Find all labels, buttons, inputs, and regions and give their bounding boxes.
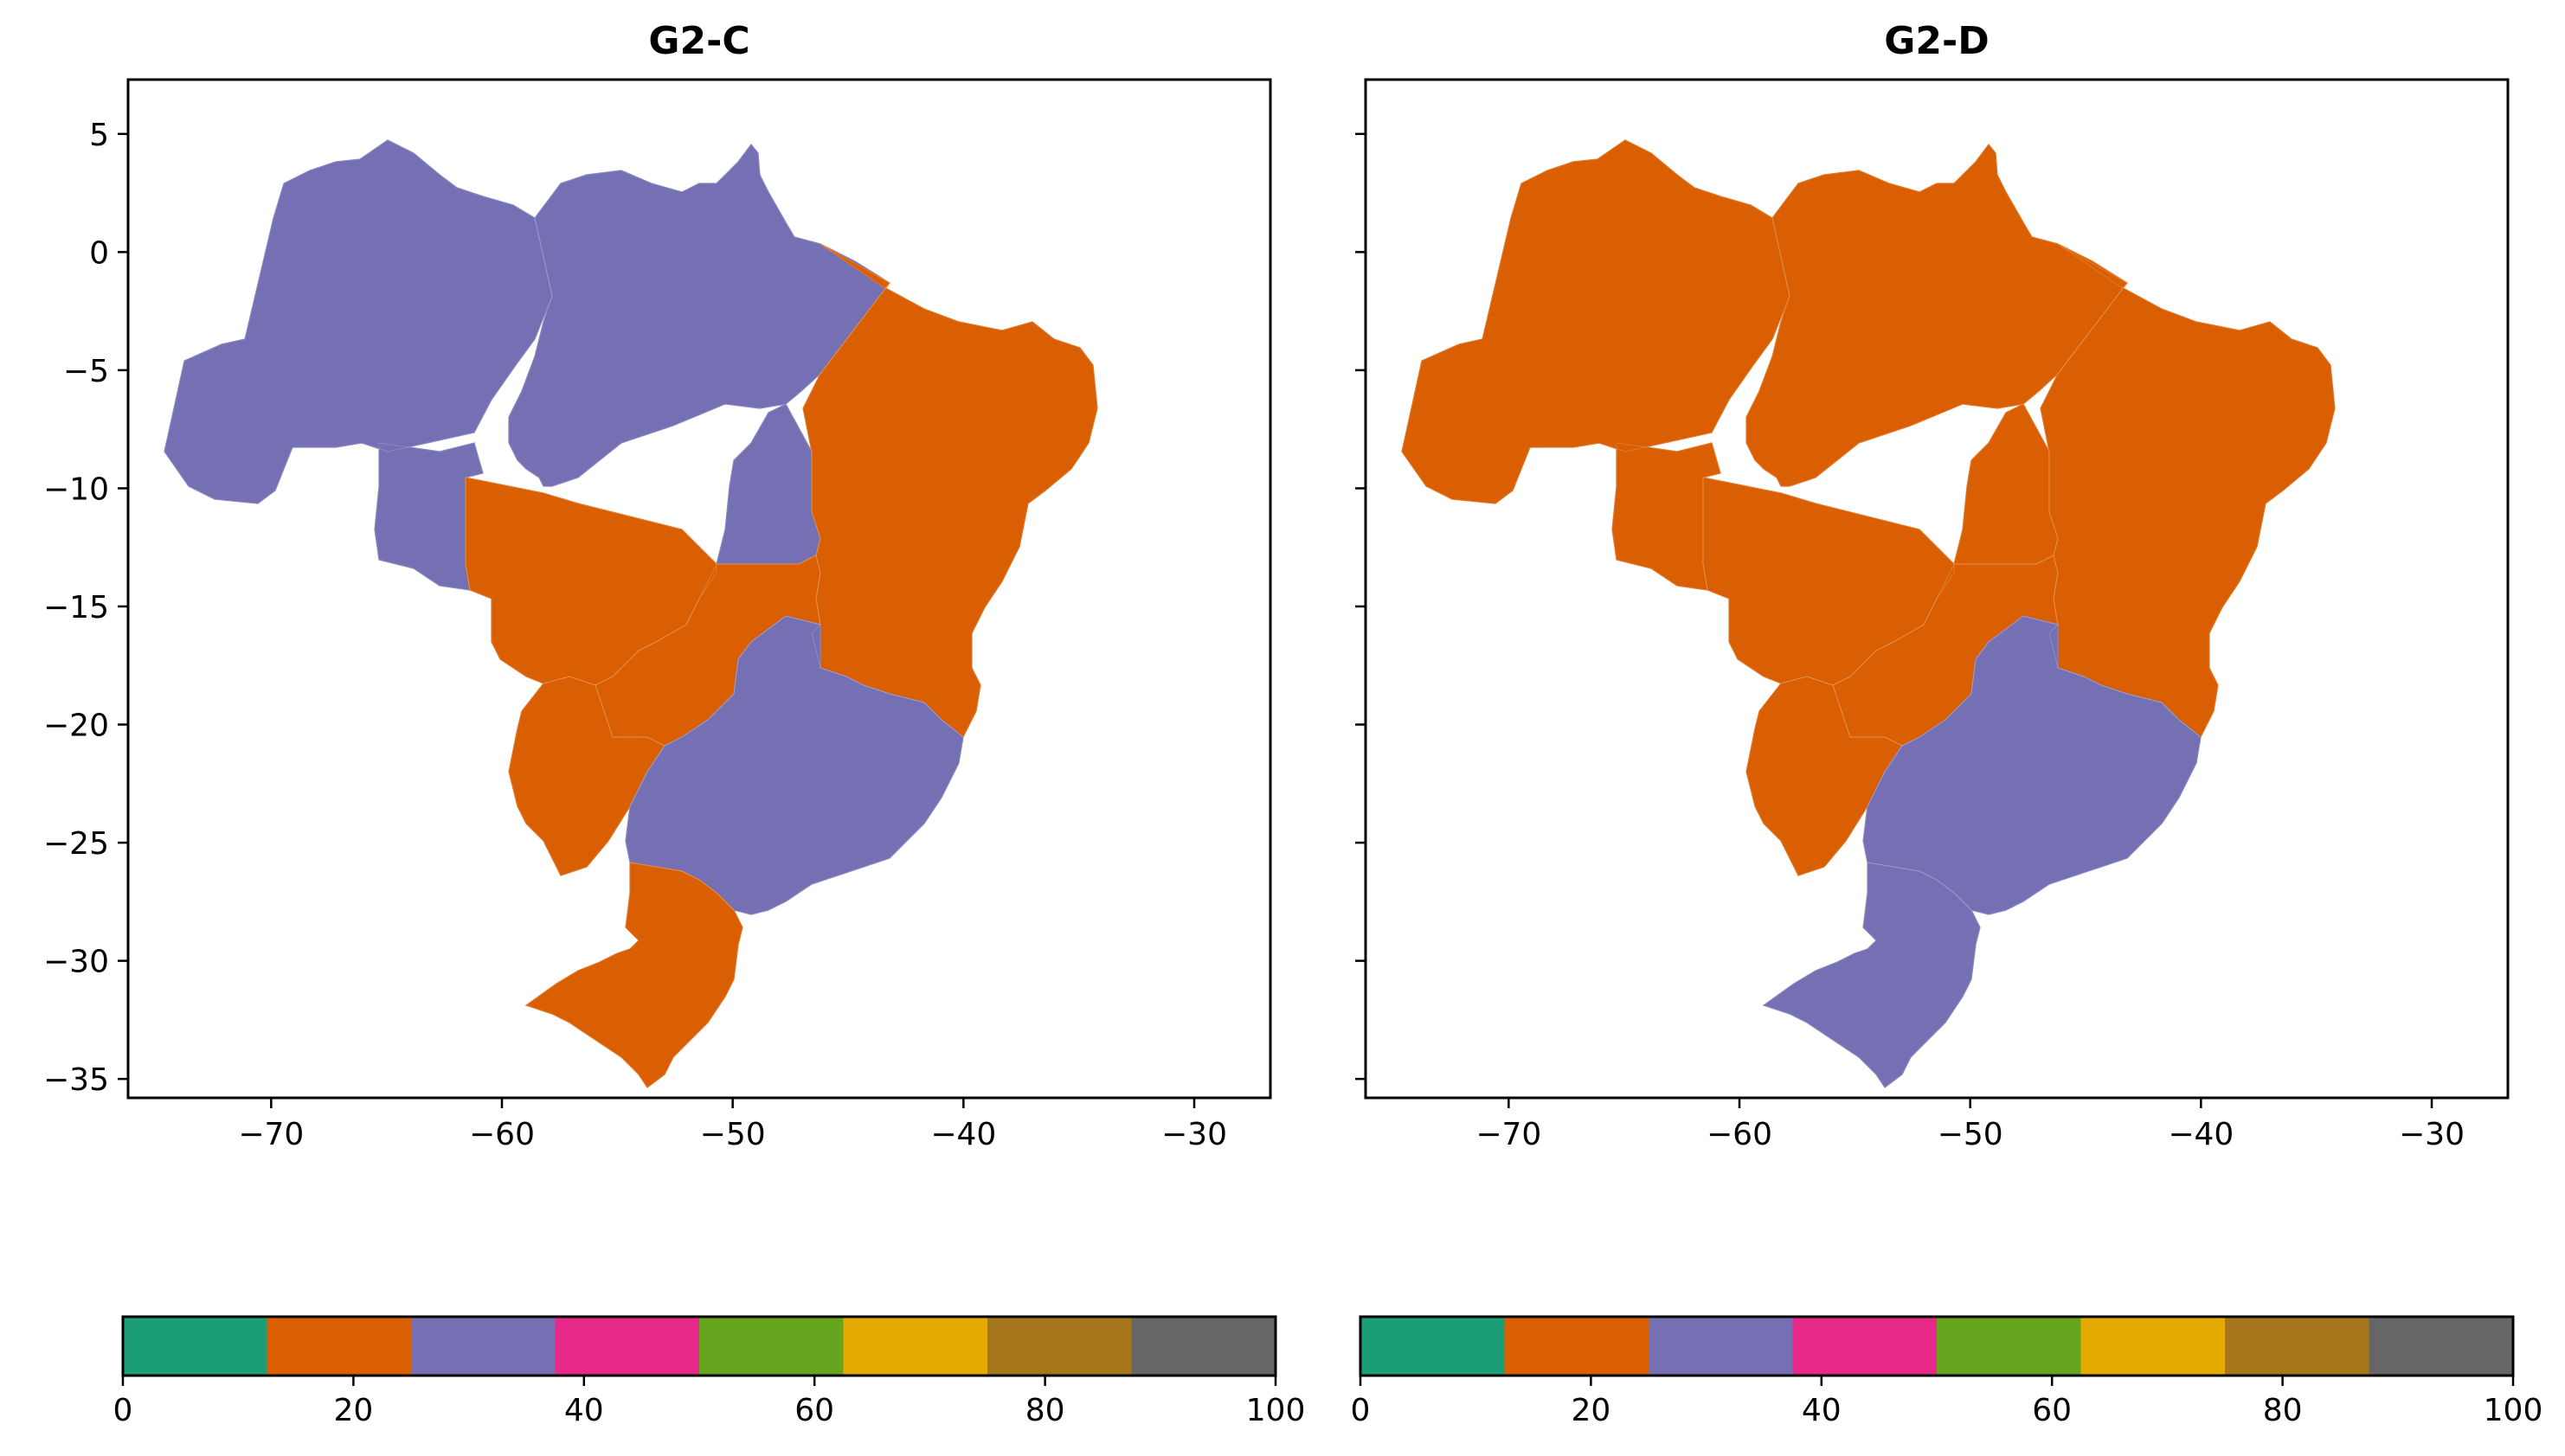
x-tick-label: −30 <box>2399 1117 2465 1152</box>
colorbar-2-segment <box>2080 1317 2226 1376</box>
colorbar-tick-label: 80 <box>2263 1393 2303 1428</box>
colorbar-tick-label: 0 <box>1351 1393 1371 1428</box>
x-tick-label: −70 <box>1475 1117 1541 1152</box>
colorbar-tick-label: 100 <box>1246 1393 1306 1428</box>
colorbar-tick-label: 40 <box>564 1393 604 1428</box>
colorbar-1-segment <box>1131 1317 1276 1376</box>
map-panel-2 <box>1401 139 2336 1088</box>
x-tick-label: −70 <box>238 1117 304 1152</box>
colorbar-tick-label: 100 <box>2484 1393 2543 1428</box>
y-tick-label: −5 <box>63 354 109 389</box>
region-tocantins <box>1953 403 2059 565</box>
region-north-west <box>164 139 553 504</box>
colorbar-tick-label: 20 <box>1571 1393 1610 1428</box>
panel-title-2: G2-D <box>1884 19 1990 63</box>
colorbar-1-segment <box>555 1317 700 1376</box>
panel-title-1: G2-C <box>648 19 749 63</box>
region-north-west <box>1401 139 1790 504</box>
x-tick-label: −50 <box>700 1117 766 1152</box>
x-tick-label: −50 <box>1938 1117 2003 1152</box>
colorbar-2-segment <box>1360 1317 1506 1376</box>
colorbar-1-frame <box>121 1315 1277 1377</box>
region-south <box>1763 862 1981 1088</box>
colorbar-tick-label: 60 <box>794 1393 834 1428</box>
y-tick-label: −10 <box>43 471 109 507</box>
colorbar-2-segment <box>1504 1317 1649 1376</box>
colorbar-tick-label: 20 <box>333 1393 373 1428</box>
x-tick-label: −30 <box>1161 1117 1227 1152</box>
colorbar-1-segment <box>699 1317 845 1376</box>
colorbar-1-segment <box>987 1317 1133 1376</box>
region-south <box>525 862 743 1088</box>
colorbar-2-segment <box>2225 1317 2370 1376</box>
y-tick-label: −15 <box>43 590 109 625</box>
colorbar-2-segment <box>1792 1317 1938 1376</box>
y-tick-label: −30 <box>43 945 109 980</box>
y-tick-label: 0 <box>89 235 109 271</box>
colorbar-2-segment <box>1937 1317 2082 1376</box>
colorbar-tick-label: 40 <box>1802 1393 1842 1428</box>
colorbar-2-frame <box>1359 1315 2515 1377</box>
y-tick-label: −25 <box>43 826 109 862</box>
colorbar-1-segment <box>267 1317 412 1376</box>
region-tocantins <box>716 403 821 565</box>
axes-frame-1 <box>126 78 1272 1100</box>
y-tick-label: −35 <box>43 1062 109 1098</box>
map-panel-1 <box>164 139 1098 1088</box>
colorbar-tick-label: 0 <box>113 1393 133 1428</box>
x-tick-label: −60 <box>469 1117 535 1152</box>
axes-frame-2 <box>1364 78 2510 1100</box>
colorbar-1-segment <box>843 1317 988 1376</box>
colorbar-1-segment <box>123 1317 268 1376</box>
y-tick-label: 5 <box>89 118 109 153</box>
colorbar-tick-label: 80 <box>1025 1393 1065 1428</box>
x-tick-label: −40 <box>930 1117 996 1152</box>
x-tick-label: −60 <box>1707 1117 1772 1152</box>
colorbar-2-segment <box>2369 1317 2514 1376</box>
x-tick-label: −40 <box>2168 1117 2234 1152</box>
colorbar-2-segment <box>1649 1317 1794 1376</box>
colorbar-tick-label: 60 <box>2032 1393 2072 1428</box>
y-tick-label: −20 <box>43 709 109 744</box>
colorbar-1-segment <box>411 1317 556 1376</box>
